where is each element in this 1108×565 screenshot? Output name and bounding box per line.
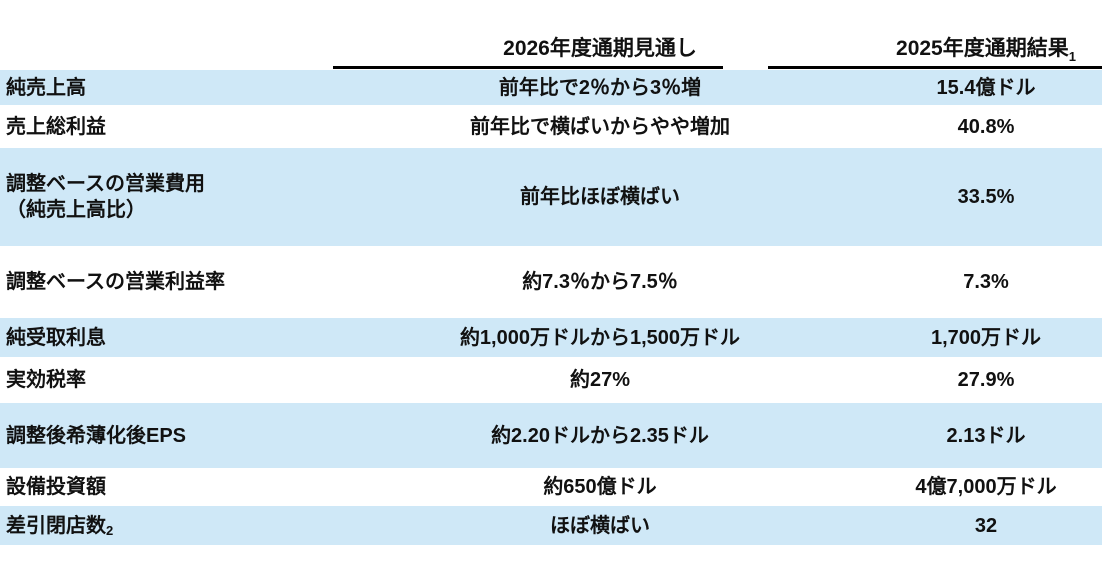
column-header-result-label: 2025年度通期結果 [896, 37, 1069, 60]
table-row: 調整ベースの営業利益率 約7.3％から7.5％ 7.3% [0, 246, 1102, 318]
result-cell: 27.9% [957, 369, 1015, 391]
metric-line-1: 調整ベースの営業費用 [6, 173, 205, 195]
table-row: 設備投資額 約650億ドル 4億7,000万ドル [0, 468, 1102, 506]
column-header-outlook-label: 2026年度通期見通し [503, 37, 697, 60]
metric-cell: 調整ベースの営業費用 （純売上高比） [6, 148, 401, 246]
outlook-cell: 前年比で横ばいからやや増加 [470, 115, 730, 138]
result-cell: 32 [974, 514, 998, 537]
table-row: 実効税率 約27% 27.9% [0, 357, 1102, 403]
column-header-outlook: 2026年度通期見通し [405, 34, 795, 64]
result-cell: 7.3% [963, 271, 1009, 293]
outlook-cell: 約27% [569, 369, 631, 391]
footnote-marker-1: 1 [1068, 49, 1076, 64]
outlook-cell: 約2.20ドルから2.35ドル [491, 424, 709, 447]
metric-label-multiline: 調整ベースの営業費用 （純売上高比） [6, 171, 205, 223]
metric-cell: 実効税率 [6, 369, 86, 391]
outlook-cell: 前年比ほぼ横ばい [520, 186, 680, 208]
result-cell: 15.4億ドル [936, 76, 1036, 99]
metric-cell: 純売上高 [6, 76, 86, 99]
table-row: 調整ベースの営業費用 （純売上高比） 前年比ほぼ横ばい 33.5% [0, 148, 1102, 246]
outlook-cell: 約7.3％から7.5％ [522, 271, 678, 293]
footnote-marker-2: 2 [106, 523, 114, 539]
result-cell: 2.13ドル [946, 424, 1026, 447]
table-row: 売上総利益 前年比で横ばいからやや増加 40.8% [0, 105, 1102, 148]
header-rule-result [768, 66, 1102, 69]
result-cell: 40.8% [957, 115, 1015, 138]
table-row: 調整後希薄化後EPS 約2.20ドルから2.35ドル 2.13ドル [0, 403, 1102, 468]
metric-cell: 設備投資額 [6, 476, 106, 498]
metric-label: 差引閉店数 [6, 514, 106, 537]
result-cell: 33.5% [957, 186, 1015, 208]
header-rule-outlook [333, 66, 723, 69]
table-row: 差引閉店数 2 ほぼ横ばい 32 [0, 506, 1102, 545]
result-cell: 1,700万ドル [930, 326, 1042, 349]
outlook-cell: ほぼ横ばい [550, 514, 650, 537]
metric-cell: 調整後希薄化後EPS [6, 424, 187, 447]
table-row: 純売上高 前年比で2％から3％増 15.4億ドル [0, 70, 1102, 105]
outlook-cell: 約1,000万ドルから1,500万ドル [459, 326, 741, 349]
metric-cell: 売上総利益 [6, 115, 106, 138]
outlook-cell: 前年比で2％から3％増 [498, 76, 702, 99]
column-header-result: 2025年度通期結果1 [836, 34, 1108, 64]
metric-cell: 差引閉店数 2 [6, 506, 401, 545]
table-row: 純受取利息 約1,000万ドルから1,500万ドル 1,700万ドル [0, 318, 1102, 357]
outlook-cell: 約650億ドル [543, 476, 657, 498]
metric-cell: 調整ベースの営業利益率 [6, 271, 225, 293]
result-cell: 4億7,000万ドル [915, 476, 1057, 498]
metric-line-2: （純売上高比） [6, 199, 146, 221]
metric-cell: 純受取利息 [6, 326, 106, 349]
